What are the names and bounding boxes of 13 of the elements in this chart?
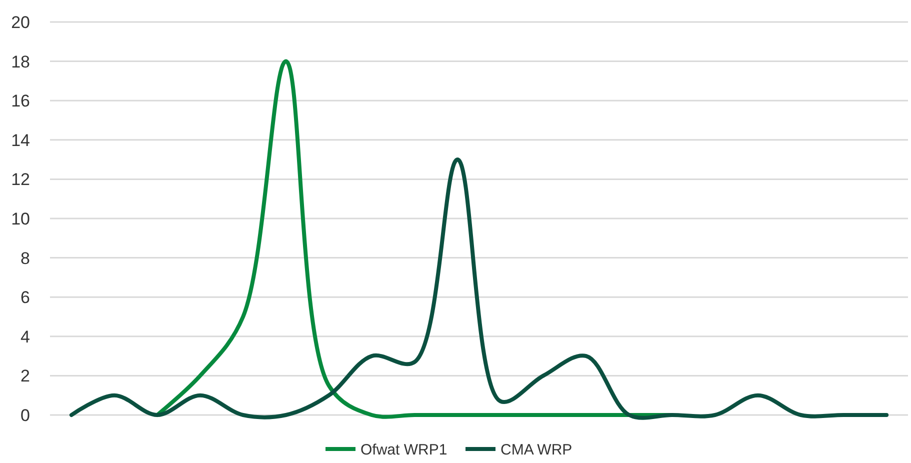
y-tick-label: 0 (20, 406, 30, 425)
legend-label: Ofwat WRP1 (360, 441, 448, 458)
y-tick-label: 14 (11, 130, 30, 150)
y-tick-label: 10 (11, 209, 30, 228)
y-tick-label: 12 (11, 170, 30, 190)
y-tick-label: 4 (20, 327, 30, 346)
y-tick-label: 2 (20, 366, 30, 386)
y-tick-label: 6 (20, 288, 30, 308)
y-tick-label: 8 (20, 248, 30, 268)
y-tick-label: 18 (11, 52, 30, 72)
y-tick-label: 20 (11, 12, 30, 32)
y-tick-label: 16 (11, 92, 30, 111)
legend-label: CMA WRP (500, 441, 572, 458)
